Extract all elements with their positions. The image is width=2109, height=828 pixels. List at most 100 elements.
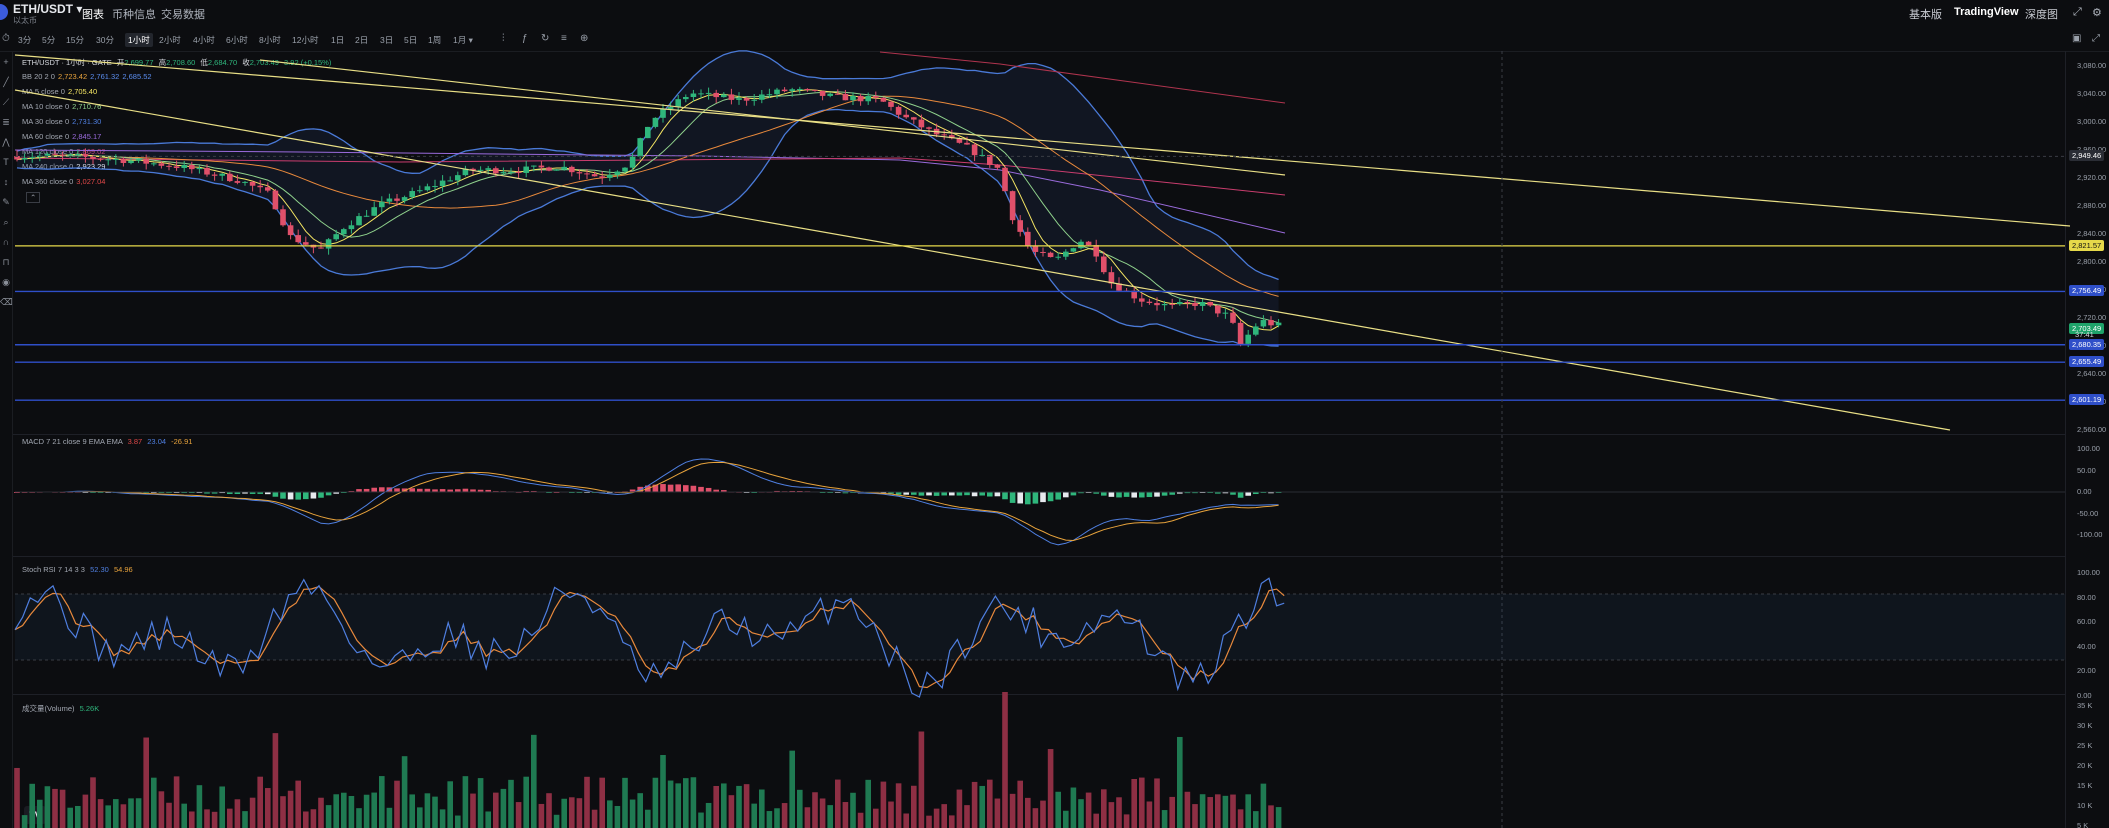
volume-bar (1040, 800, 1046, 828)
indicator-name: MA 120 close 0 (22, 147, 74, 156)
crosshair-icon[interactable]: + (3, 57, 9, 67)
volume-bar (835, 779, 841, 828)
volume-bar (310, 809, 317, 828)
candle-body (204, 167, 210, 175)
interval-menu-icon[interactable]: ⏱ (2, 33, 10, 44)
volume-bar (903, 813, 909, 828)
indicators-icon[interactable]: ƒ (522, 33, 528, 44)
tab-chart[interactable]: 图表 (82, 9, 104, 21)
volume-bar (97, 799, 104, 828)
timeframe-1w[interactable]: 1周 (428, 35, 442, 45)
candle-body (21, 158, 28, 160)
volume-bar (1093, 813, 1099, 828)
collapse-legend-button[interactable]: ⌃ (26, 192, 41, 203)
timeframe-2h[interactable]: 2小时 (159, 35, 181, 45)
volume-bar (553, 814, 560, 828)
indicator-name: MA 5 close 0 (22, 87, 65, 96)
timeframe-1h[interactable]: 1小时 (125, 33, 153, 47)
volume-bar (690, 777, 697, 828)
macd-histogram-bar (789, 490, 795, 492)
timeframe-5d[interactable]: 5日 (404, 35, 418, 45)
macd-histogram-bar (728, 491, 735, 493)
zoom-icon[interactable]: ⌕ (3, 217, 9, 227)
pattern-icon[interactable]: ⋀ (2, 137, 10, 147)
candle-body (242, 181, 248, 183)
ray-icon[interactable]: ⟋ (2, 97, 10, 107)
timeframe-8h[interactable]: 8小时 (259, 35, 281, 45)
timeframe-3d[interactable]: 3日 (380, 35, 394, 45)
ma360-line (879, 51, 1286, 104)
stoch-rsi-band (15, 594, 2065, 660)
camera-icon[interactable]: ▣ (2072, 33, 2082, 44)
stoch-rsi-legend: Stoch RSI 7 14 3 3 52.30 54.96 (22, 565, 133, 574)
timeframe-toolbar: ⏱ 3分 5分 15分 30分 1小时 2小时 4小时 6小时 8小时 12小时… (0, 29, 2109, 52)
macd-histogram-bar (956, 492, 963, 496)
tab-basic[interactable]: 基本版 (1909, 9, 1942, 21)
expand-icon[interactable]: ⤢ (2073, 6, 2082, 18)
magnet-icon[interactable]: ∩ (2, 237, 10, 247)
volume-bar (873, 808, 879, 828)
candle-body (485, 168, 491, 170)
timeframe-3m[interactable]: 3分 (18, 35, 32, 45)
candle-body (470, 168, 476, 171)
macd-histogram-bar (1070, 492, 1077, 496)
timeframe-15m[interactable]: 15分 (66, 35, 84, 45)
tab-tradingview[interactable]: TradingView (1954, 6, 2019, 18)
macd-histogram-bar (584, 492, 590, 493)
timeframe-5m[interactable]: 5分 (42, 35, 56, 45)
volume-bar (637, 793, 643, 828)
fib-icon[interactable]: ≣ (2, 117, 10, 127)
candle-body (90, 156, 96, 159)
candle-body (1085, 241, 1092, 246)
macd-histogram-bar (781, 491, 788, 493)
volume-bar (303, 811, 309, 828)
settings-icon[interactable]: ⚙ (2092, 7, 2102, 19)
tab-trade-data[interactable]: 交易数据 (161, 9, 205, 21)
candle-type-icon[interactable]: ⫶ (502, 33, 505, 44)
layout-icon[interactable]: ≡ (561, 33, 567, 44)
candle-body (895, 106, 902, 115)
volume-bar (211, 811, 218, 828)
macd-histogram-bar (211, 492, 218, 494)
text-icon[interactable]: T (3, 157, 9, 167)
candle-body (819, 90, 826, 96)
tab-coin-info[interactable]: 币种信息 (112, 9, 156, 21)
trash-icon[interactable]: ⌫ (0, 297, 13, 307)
pair-selector[interactable]: ETH/USDT ▾ (13, 2, 83, 16)
brush-icon[interactable]: ✎ (2, 197, 10, 207)
lock-icon[interactable]: ⊓ (2, 257, 10, 267)
trendline-icon[interactable]: ╱ (3, 77, 9, 87)
candle-body (797, 88, 803, 90)
indicator-name: MA 360 close 0 (22, 177, 74, 186)
timeframe-4h[interactable]: 4小时 (193, 35, 215, 45)
macd-histogram-bar (819, 492, 826, 493)
candle-body (971, 144, 978, 156)
macd-histogram-bar (607, 492, 613, 493)
macd-histogram-bar (29, 491, 35, 493)
volume-bar (652, 777, 659, 828)
timeframe-1d[interactable]: 1日 (331, 35, 345, 45)
volume-bar (67, 807, 73, 828)
candle-body (394, 198, 400, 201)
volume-legend: 成交量(Volume) 5.26K (22, 704, 100, 713)
eye-icon[interactable]: ◉ (2, 277, 10, 287)
macd-histogram-bar (120, 492, 127, 494)
macd-histogram-bar (736, 491, 742, 493)
add-icon[interactable]: ⊕ (580, 33, 589, 44)
timeframe-30m[interactable]: 30分 (96, 35, 114, 45)
volume-bar (401, 756, 408, 828)
candle-body (903, 114, 909, 118)
macd-histogram-bar (675, 484, 681, 492)
fullscreen-icon[interactable]: ⤢ (2092, 33, 2100, 44)
measure-icon[interactable]: ↕ (3, 177, 9, 187)
timeframe-12h[interactable]: 12小时 (292, 35, 319, 45)
timeframe-6h[interactable]: 6小时 (226, 35, 248, 45)
refresh-icon[interactable]: ↻ (541, 33, 550, 44)
volume-bar (143, 737, 149, 828)
volume-bar (356, 808, 362, 828)
macd-histogram-bar (926, 492, 932, 496)
tab-depth[interactable]: 深度图 (2025, 9, 2058, 21)
timeframe-1M[interactable]: 1月 ▾ (453, 35, 473, 45)
timeframe-2d[interactable]: 2日 (355, 35, 369, 45)
